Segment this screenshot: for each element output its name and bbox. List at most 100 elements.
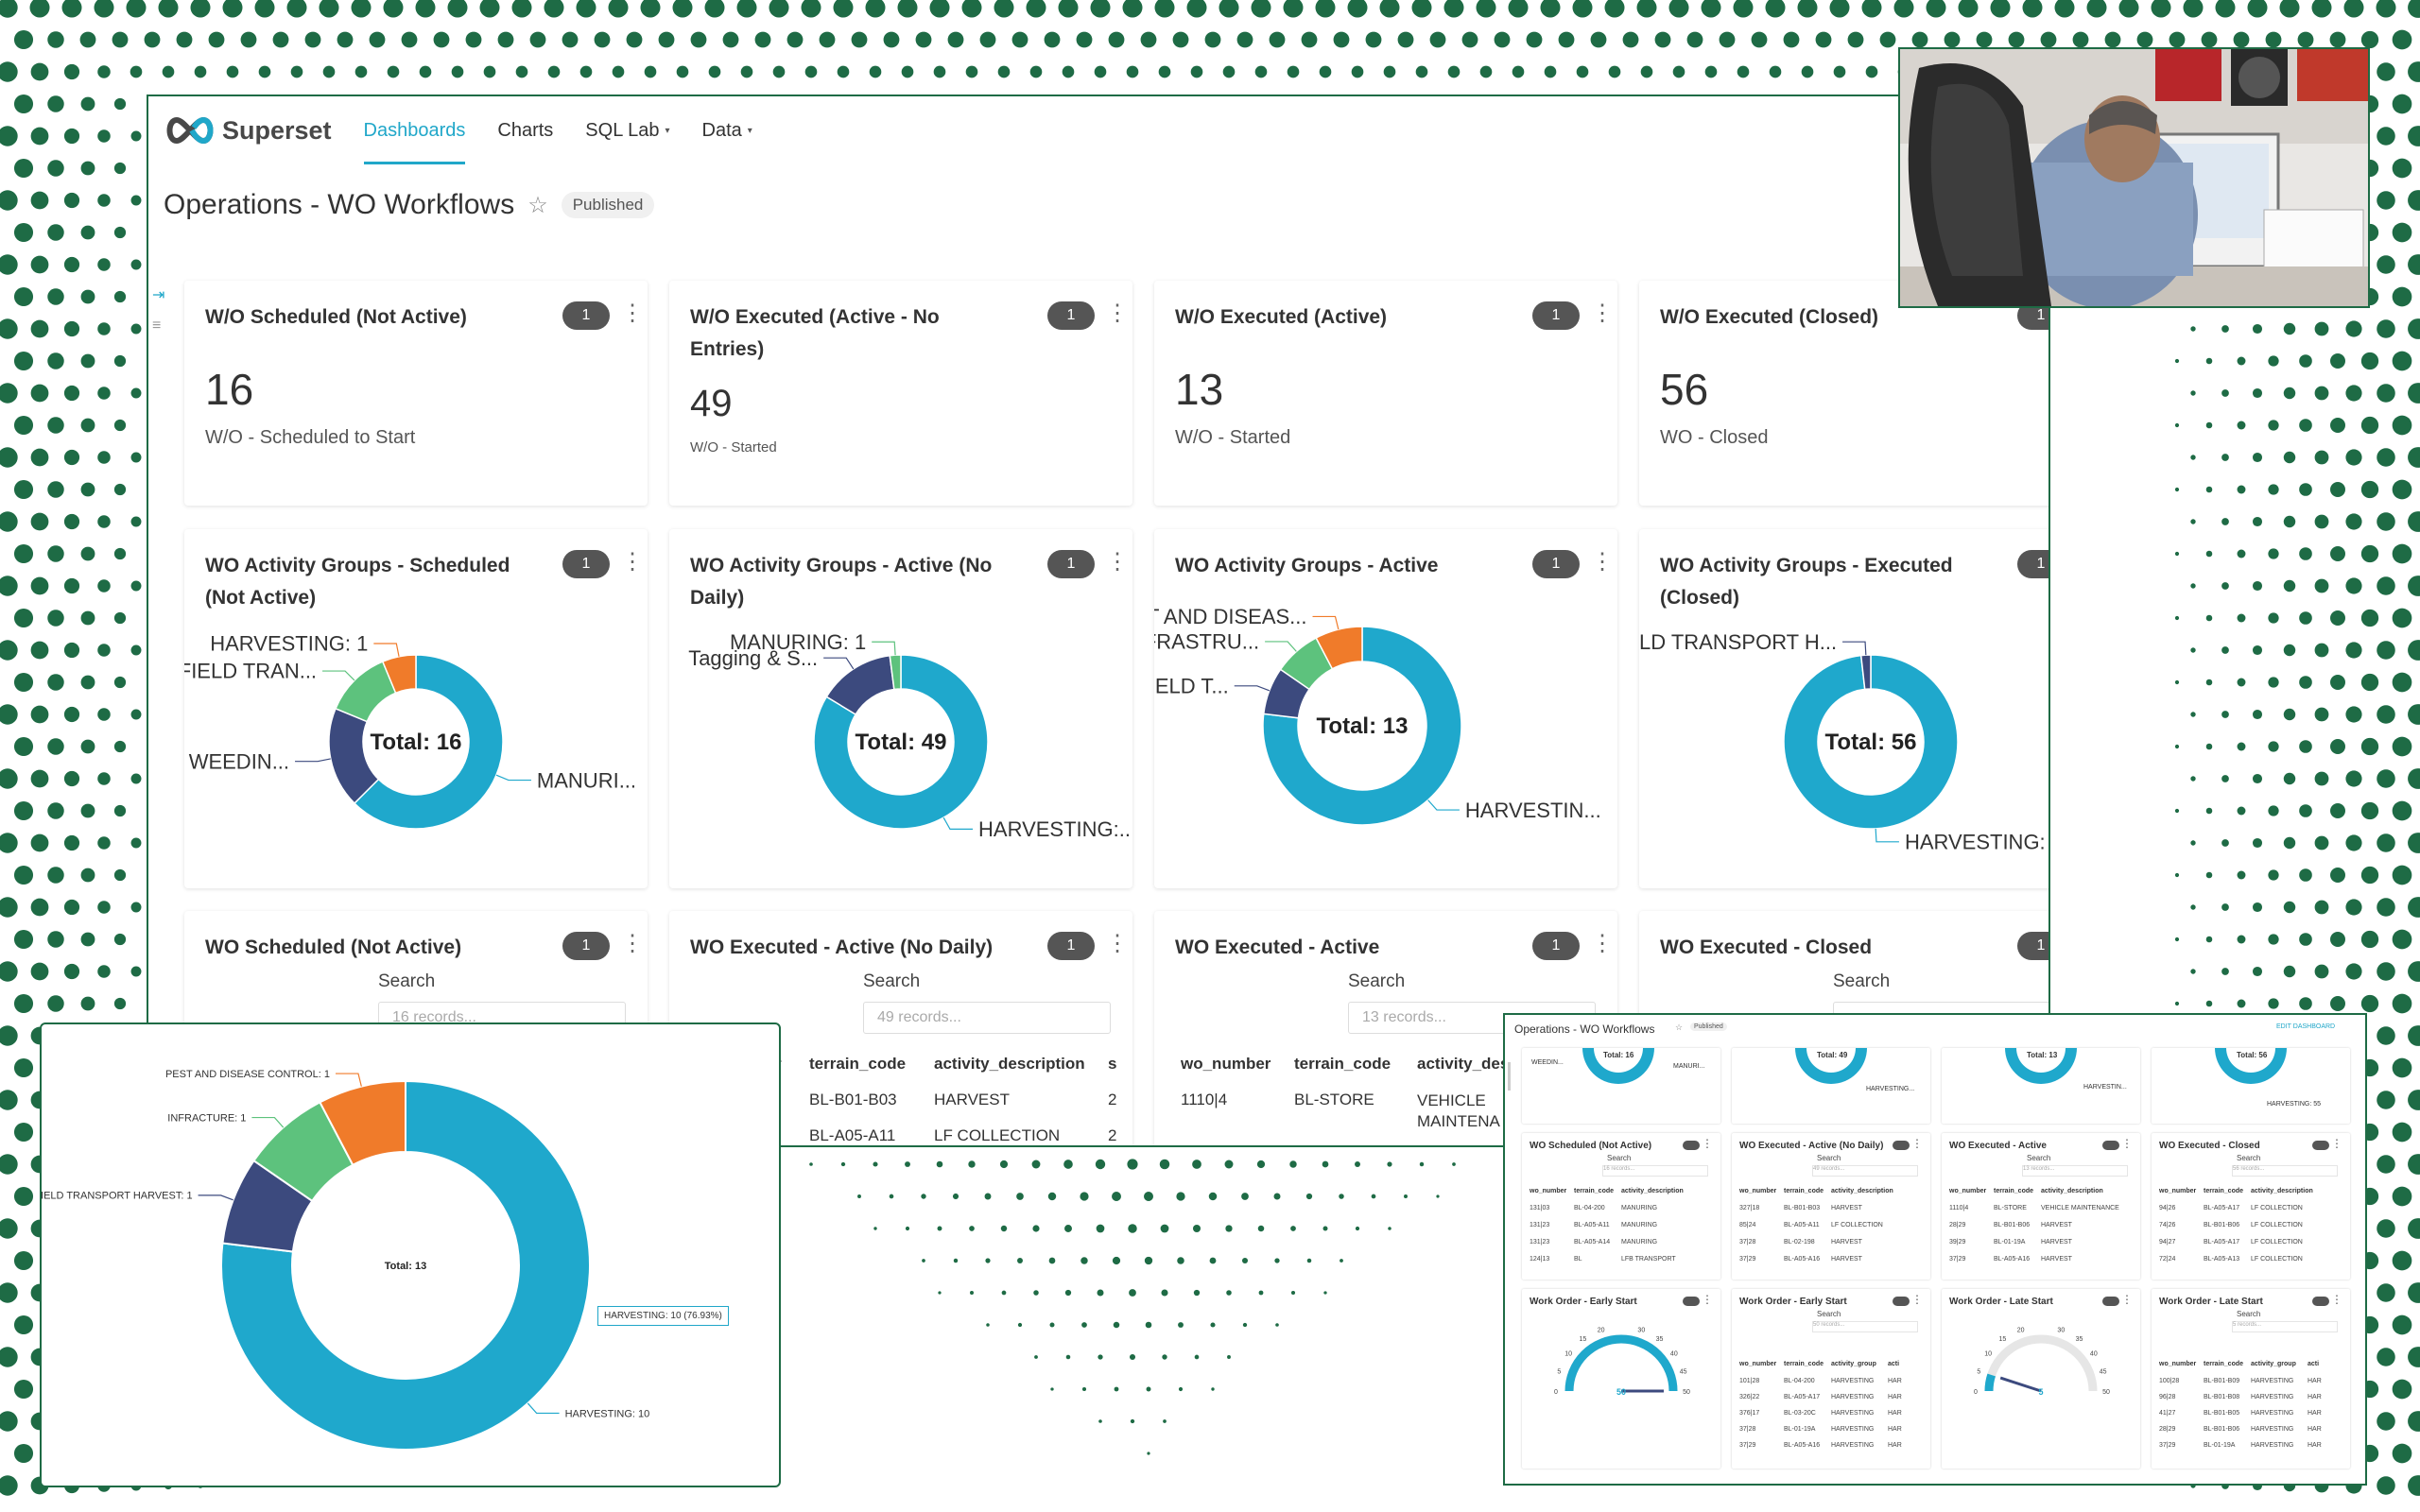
decorative-dot (704, 0, 725, 18)
decorative-dot (1976, 31, 1993, 48)
table-cell: HARVESTING (1831, 1426, 1875, 1433)
more-options-icon[interactable]: ⋮ (2331, 1293, 2342, 1306)
donut-slice[interactable] (1262, 626, 1462, 826)
more-options-icon[interactable]: ⋮ (1591, 931, 1614, 956)
more-options-icon[interactable]: ⋮ (2331, 1137, 2342, 1150)
filter-badge[interactable]: 1 (2017, 550, 2048, 578)
decorative-dot (840, 1161, 846, 1167)
more-options-icon[interactable]: ⋮ (2121, 1293, 2133, 1306)
donut-chart[interactable]: HARVESTING: 55 FIELD TRANSPORT H... Total:… (1639, 529, 2050, 888)
gauge-chart: 0 5 10 15 20 30 35 40 45 50 5 (1974, 1327, 2110, 1397)
column-header[interactable]: wo_number (1181, 1055, 1271, 1073)
more-options-icon[interactable]: ⋮ (621, 549, 644, 575)
column-header[interactable]: terrain_code (809, 1055, 907, 1073)
decorative-dot (1251, 0, 1271, 18)
search-input[interactable]: 49 records... (863, 1002, 1111, 1034)
filter-icon[interactable]: ≡ (152, 318, 162, 334)
filter-badge[interactable]: 1 (2017, 932, 2048, 960)
search-input[interactable]: 13 records... (2022, 1165, 2128, 1177)
gauge-tick-label: 50 (1683, 1389, 1690, 1396)
filter-badge[interactable]: 1 (1047, 550, 1095, 578)
nav-charts[interactable]: Charts (497, 96, 553, 164)
decorative-dot (2377, 898, 2395, 917)
decorative-dot (97, 322, 111, 335)
column-header[interactable]: terrain_code (1294, 1055, 1392, 1073)
donut-chart-zoomed[interactable]: HARVESTING: 10 FIELD TRANSPORT HARVEST: 1… (42, 1024, 779, 1486)
decorative-dot (979, 31, 996, 48)
column-header[interactable]: s (1108, 1055, 1117, 1073)
filter-badge[interactable]: 1 (562, 550, 610, 578)
more-options-icon[interactable]: ⋮ (1591, 301, 1614, 326)
star-icon[interactable]: ☆ (527, 192, 548, 218)
decorative-dot (2345, 706, 2362, 723)
column-header[interactable]: activity_description (934, 1055, 1085, 1073)
search-input[interactable]: 56 records... (2232, 1165, 2338, 1177)
decorative-dot (2360, 673, 2379, 692)
donut-chart[interactable]: HARVESTING:... Tagging & S...MANURING: 1 T… (669, 529, 1132, 888)
more-options-icon[interactable]: ⋮ (1702, 1137, 1713, 1150)
dashboard-title[interactable]: Operations - WO Workflows (164, 189, 515, 220)
filter-sidebar-toggle[interactable]: ⇥ ≡ (152, 285, 164, 348)
search-input[interactable]: 16 records... (1602, 1165, 1708, 1177)
decorative-dot (1011, 31, 1028, 48)
filter-badge[interactable] (1893, 1297, 1910, 1306)
more-options-icon[interactable]: ⋮ (2121, 1137, 2133, 1150)
more-options-icon[interactable]: ⋮ (1911, 1293, 1923, 1306)
donut-chart[interactable]: MANURI... WEEDIN... FIELD TRAN... HARVESTIN… (184, 529, 648, 888)
donut-slice[interactable] (381, 654, 417, 695)
donut-chart[interactable]: HARVESTIN... FIELD T... INFRASTRU...PEST A… (1154, 529, 1617, 888)
filter-badge[interactable]: 1 (1047, 932, 1095, 960)
nav-dashboards[interactable]: Dashboards (363, 96, 466, 164)
published-badge[interactable]: Published (561, 192, 655, 218)
decorative-dot (258, 65, 271, 78)
more-options-icon[interactable]: ⋮ (621, 931, 644, 956)
star-icon[interactable]: ☆ (1675, 1022, 1684, 1032)
donut-slice[interactable] (220, 1079, 591, 1451)
filter-badge[interactable] (2102, 1297, 2119, 1306)
decorative-dot (2408, 1347, 2420, 1367)
nav-sql-lab[interactable]: SQL Lab ▾ (585, 96, 669, 164)
filter-badge[interactable]: 1 (562, 932, 610, 960)
donut-slice[interactable] (1783, 654, 1959, 830)
filter-badge[interactable] (2312, 1141, 2329, 1150)
search-input[interactable]: 50 records... (1812, 1321, 1918, 1332)
gauge-tick-label: 0 (1554, 1389, 1558, 1396)
donut-slice[interactable] (353, 654, 504, 830)
filter-badge[interactable] (1683, 1297, 1700, 1306)
donut-slice[interactable] (889, 654, 902, 691)
filter-badge[interactable]: 1 (1532, 301, 1580, 330)
filter-badge[interactable]: 1 (1532, 932, 1580, 960)
search-input[interactable]: 49 records... (1812, 1165, 1918, 1177)
chart-title: WO Activity Groups - Scheduled (Not Acti… (205, 555, 510, 609)
more-options-icon[interactable]: ⋮ (1106, 301, 1129, 326)
superset-logo[interactable]: Superset (164, 116, 332, 146)
decorative-dot (130, 387, 142, 399)
column-header[interactable]: activity_des (1417, 1055, 1510, 1073)
more-options-icon[interactable]: ⋮ (1106, 931, 1129, 956)
donut-slice[interactable] (1859, 654, 1872, 691)
donut-slice[interactable] (319, 1079, 406, 1167)
filter-badge[interactable] (1893, 1141, 1910, 1150)
table-cell: LFB TRANSPORT (1621, 1256, 1676, 1263)
more-options-icon[interactable]: ⋮ (1911, 1137, 1923, 1150)
donut-slice[interactable] (1315, 626, 1363, 670)
decorative-dot (2408, 1025, 2420, 1046)
search-input[interactable]: 5 records... (2232, 1321, 2338, 1332)
filter-badge[interactable]: 1 (562, 301, 610, 330)
expand-arrow-icon[interactable]: ⇥ (152, 287, 165, 303)
filter-badge[interactable] (1683, 1141, 1700, 1150)
more-options-icon[interactable]: ⋮ (1702, 1293, 1713, 1306)
nav-data[interactable]: Data ▾ (702, 96, 752, 164)
more-options-icon[interactable]: ⋮ (1106, 549, 1129, 575)
filter-badge[interactable]: 1 (1047, 301, 1095, 330)
decorative-dot (0, 1347, 18, 1367)
edit-dashboard-button[interactable]: EDIT DASHBOARD (2276, 1023, 2336, 1030)
decorative-dot (194, 65, 207, 78)
more-options-icon[interactable]: ⋮ (1591, 549, 1614, 575)
filter-badge[interactable]: 1 (1532, 550, 1580, 578)
decorative-dot (2408, 447, 2420, 468)
more-options-icon[interactable]: ⋮ (621, 301, 644, 326)
filter-badge[interactable] (2312, 1297, 2329, 1306)
filter-badge[interactable] (2102, 1141, 2119, 1150)
donut-slice[interactable] (813, 654, 989, 830)
